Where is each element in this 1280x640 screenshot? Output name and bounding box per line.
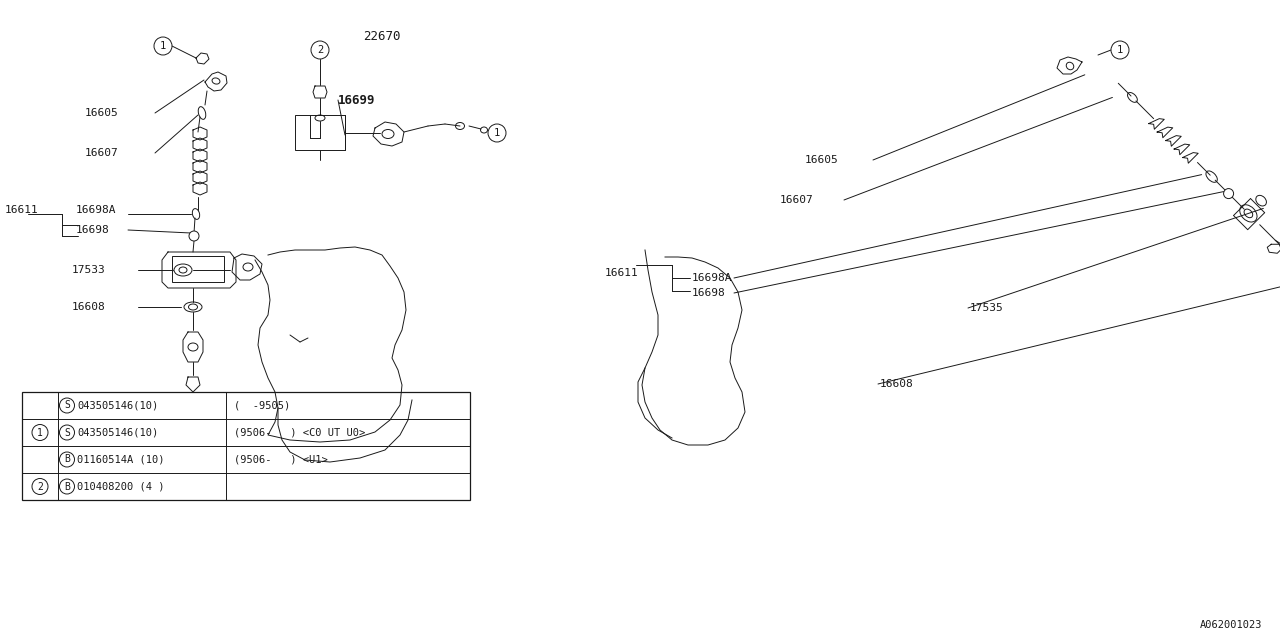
Text: B: B [64,481,70,492]
Circle shape [32,479,49,495]
Text: 1: 1 [160,41,166,51]
Text: 1: 1 [37,428,44,438]
Text: 16608: 16608 [881,379,914,389]
Text: 22670: 22670 [364,31,401,44]
Text: 17535: 17535 [970,303,1004,313]
Text: 16611: 16611 [605,268,639,278]
Text: S: S [64,428,70,438]
Text: 16611: 16611 [5,205,38,215]
Text: 16698A: 16698A [692,273,732,283]
Text: 2: 2 [37,481,44,492]
Text: 16698: 16698 [76,225,110,235]
Text: (9506-   ) <C0 UT U0>: (9506- ) <C0 UT U0> [234,428,365,438]
Circle shape [59,425,74,440]
Text: 043505146(10): 043505146(10) [77,428,159,438]
Circle shape [488,124,506,142]
Text: 16607: 16607 [780,195,814,205]
Text: 16698A: 16698A [76,205,116,215]
Text: 010408200 (4 ): 010408200 (4 ) [77,481,165,492]
Text: 2: 2 [317,45,323,55]
Text: 01160514A (10): 01160514A (10) [77,454,165,465]
Bar [172,256,224,282]
Text: A062001023: A062001023 [1199,620,1262,630]
Text: 16699: 16699 [338,93,375,106]
Bar [22,392,470,500]
Text: 16605: 16605 [805,155,838,165]
Circle shape [154,37,172,55]
Text: 16608: 16608 [72,302,106,312]
Circle shape [1111,41,1129,59]
Circle shape [189,231,198,241]
Text: 16698: 16698 [692,288,726,298]
Circle shape [59,479,74,494]
Circle shape [32,424,49,440]
Circle shape [311,41,329,59]
Circle shape [59,398,74,413]
Circle shape [1224,189,1234,198]
Text: 16605: 16605 [84,108,119,118]
Text: 16607: 16607 [84,148,119,158]
Text: 1: 1 [1117,45,1123,55]
Text: 17533: 17533 [72,265,106,275]
Text: 043505146(10): 043505146(10) [77,401,159,410]
Text: (9506-   ) <U1>: (9506- ) <U1> [234,454,328,465]
Circle shape [59,452,74,467]
Text: B: B [64,454,70,465]
Text: 1: 1 [494,128,500,138]
Bar [294,115,346,150]
Text: (  -9505): ( -9505) [234,401,291,410]
Text: S: S [64,401,70,410]
